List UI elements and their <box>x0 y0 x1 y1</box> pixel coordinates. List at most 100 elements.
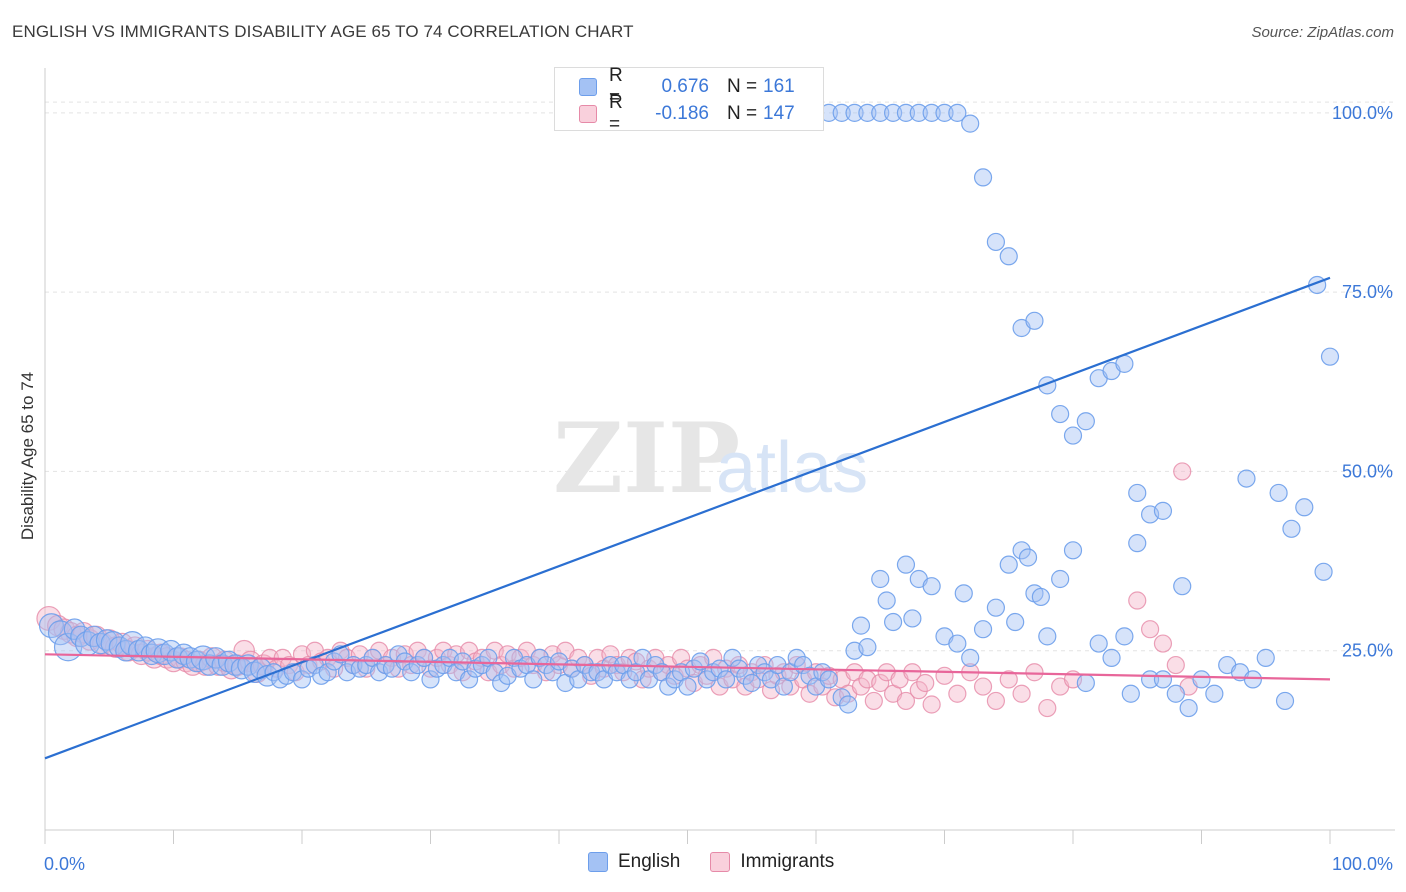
english-point <box>1173 577 1192 596</box>
y-tick-label: 25.0% <box>1342 641 1393 661</box>
tick-labels: 25.0% 50.0% 75.0% 100.0% 0.0% 100.0% <box>44 103 1393 874</box>
grid-lines <box>45 101 1395 652</box>
english-point <box>948 634 967 653</box>
immigrants-point <box>935 666 954 685</box>
english-point <box>1192 670 1211 689</box>
english-point <box>858 638 877 657</box>
english-point <box>1153 501 1173 520</box>
english-point <box>1256 648 1275 667</box>
english-point <box>903 609 922 628</box>
legend-row-english: R = 0.676 N = 161 <box>579 65 803 108</box>
immigrants-point <box>851 677 871 696</box>
immigrants-point <box>922 695 941 714</box>
english-point <box>530 648 549 667</box>
english-point <box>691 652 710 671</box>
y-tick-label: 100.0% <box>1332 103 1393 123</box>
english-point <box>839 695 858 714</box>
english-r-label: R = <box>609 65 623 108</box>
immigrants-point <box>1012 684 1031 703</box>
y-axis-label: Disability Age 65 to 74 <box>18 371 37 541</box>
english-point <box>620 670 639 689</box>
immigrants-n-value: 147 <box>763 103 795 124</box>
english-point <box>1031 587 1050 607</box>
english-point <box>172 643 195 666</box>
immigrants-swatch <box>579 105 597 123</box>
english-point <box>1314 562 1333 581</box>
english-point <box>1018 548 1038 567</box>
english-point <box>1153 670 1173 689</box>
english-point <box>1275 691 1295 711</box>
axes <box>44 68 1395 844</box>
english-point <box>1205 684 1224 703</box>
english-point <box>896 555 916 574</box>
immigrants-point <box>948 684 967 703</box>
english-point <box>697 670 716 689</box>
english-point <box>999 555 1018 574</box>
english-point <box>999 247 1018 266</box>
immigrants-point <box>1173 462 1192 481</box>
immigrants-legend-label: Immigrants <box>740 851 835 872</box>
trendlines <box>44 276 1331 760</box>
english-point <box>845 103 864 122</box>
english-point <box>1295 498 1314 517</box>
english-point <box>1076 412 1095 431</box>
immigrants-point <box>896 691 916 711</box>
legend-row-immigrants: R = -0.186 N = 147 <box>579 92 803 135</box>
english-swatch <box>579 78 597 96</box>
english-point <box>896 103 916 122</box>
english-point <box>922 103 941 122</box>
english-point <box>871 103 890 122</box>
english-point <box>1320 347 1340 366</box>
english-point <box>421 670 440 689</box>
english-point <box>1051 404 1070 424</box>
immigrants-point <box>408 641 427 660</box>
immigrants-point <box>871 673 890 693</box>
english-point <box>986 232 1006 252</box>
english-point <box>402 663 421 682</box>
immigrants-point <box>813 677 832 696</box>
y-tick-label: 50.0% <box>1342 461 1393 481</box>
english-point <box>1089 634 1108 653</box>
immigrants-n-label: N = <box>727 103 758 124</box>
english-point <box>1063 426 1083 445</box>
english-point <box>877 591 896 610</box>
english-point <box>832 103 851 122</box>
chart-title: ENGLISH VS IMMIGRANTS DISABILITY AGE 65 … <box>12 22 634 41</box>
legend-stats: R = 0.676 N = 161 R = -0.186 N = 147 <box>554 65 824 135</box>
english-point <box>742 673 761 693</box>
english-trendline <box>44 276 1331 760</box>
english-point <box>1282 519 1301 538</box>
immigrants-point <box>973 677 993 696</box>
english-point <box>986 598 1006 617</box>
immigrants-trendline <box>44 653 1331 681</box>
immigrants-point <box>916 673 935 693</box>
immigrants-point <box>864 691 883 711</box>
x-tick-label: 100.0% <box>1332 854 1393 874</box>
english-point <box>832 688 851 707</box>
immigrants-point <box>986 691 1006 711</box>
english-r-value: 0.676 <box>661 76 709 97</box>
english-point <box>1269 483 1288 503</box>
english-point <box>224 654 246 676</box>
watermark-zip: ZIP <box>553 402 740 515</box>
legend-item-immigrants: Immigrants <box>710 851 834 873</box>
english-point <box>292 670 312 689</box>
english-point <box>909 103 928 122</box>
english-point <box>1115 627 1134 646</box>
english-point <box>1076 673 1095 693</box>
english-point <box>883 103 903 122</box>
immigrants-r-label: R = <box>609 92 623 135</box>
immigrants-r-value: -0.186 <box>655 103 709 124</box>
english-point <box>871 569 890 589</box>
english-point <box>659 677 678 696</box>
english-point <box>1012 541 1031 560</box>
immigrants-point <box>1128 591 1147 610</box>
english-point <box>787 648 806 667</box>
english-point <box>961 114 980 133</box>
english-point <box>318 663 337 682</box>
english-point <box>723 648 742 667</box>
watermark-atlas: atlas <box>716 428 868 508</box>
watermark: ZIP atlas <box>553 402 868 515</box>
english-point <box>1051 569 1070 589</box>
